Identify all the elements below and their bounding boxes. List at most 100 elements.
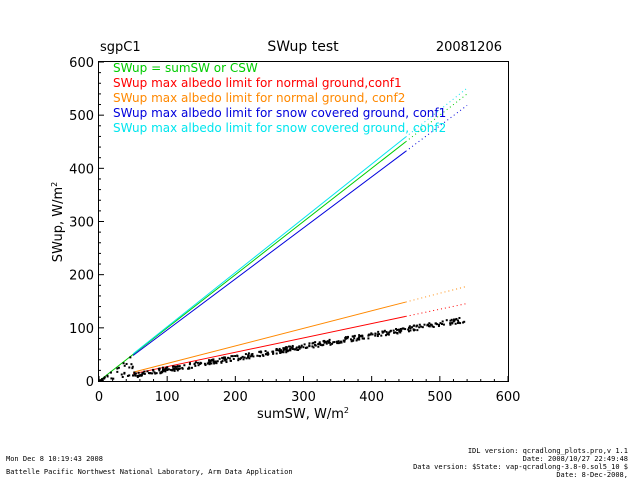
- observation-point: [239, 358, 242, 361]
- observation-point: [125, 362, 128, 365]
- observation-point: [237, 357, 240, 360]
- observation-point: [453, 318, 456, 321]
- observation-point: [120, 373, 123, 376]
- observation-point: [136, 374, 139, 377]
- observation-point: [131, 365, 134, 368]
- observation-point: [445, 319, 448, 322]
- observation-point: [381, 330, 384, 333]
- observation-point: [343, 340, 346, 343]
- observation-point: [153, 371, 156, 374]
- observation-point: [459, 322, 462, 325]
- observation-point: [197, 364, 200, 367]
- observation-point: [295, 347, 298, 350]
- observation-point: [103, 376, 106, 379]
- observation-point: [134, 372, 137, 375]
- observation-point: [298, 347, 301, 350]
- footer-institution: Battelle Pacific Northwest National Labo…: [6, 468, 293, 476]
- observation-point: [227, 356, 230, 359]
- site-label: sgpC1: [100, 40, 141, 55]
- observation-point: [416, 329, 419, 332]
- series-extension-4: [405, 104, 468, 152]
- observation-point: [342, 339, 345, 342]
- observation-point: [396, 328, 399, 331]
- observation-point: [409, 327, 412, 330]
- observation-point: [141, 372, 144, 375]
- observation-point: [183, 364, 186, 367]
- observation-point: [418, 323, 421, 326]
- observation-point: [122, 362, 125, 365]
- series-line-1: [98, 141, 407, 382]
- observation-point: [289, 349, 292, 352]
- observation-point: [412, 328, 415, 331]
- observation-point: [369, 333, 372, 336]
- series-line-3: [132, 301, 406, 373]
- observation-point: [404, 328, 407, 331]
- series-line-2: [132, 315, 406, 375]
- observation-point: [332, 341, 335, 344]
- observation-point: [428, 325, 431, 328]
- chart-title: SWup test: [267, 39, 339, 55]
- observation-point: [299, 346, 302, 349]
- y-axis-label: SWup, W/m2: [50, 182, 66, 262]
- observation-point: [355, 339, 358, 342]
- observation-point: [250, 353, 253, 356]
- observation-point: [213, 362, 216, 365]
- observation-point: [244, 353, 247, 356]
- observation-point: [399, 331, 402, 334]
- observation-point: [420, 325, 423, 328]
- observation-point: [434, 322, 437, 325]
- observation-point: [157, 367, 160, 370]
- observation-point: [371, 333, 374, 336]
- y-tick-label: 300: [69, 216, 94, 231]
- observation-point: [321, 344, 324, 347]
- observation-point: [436, 323, 439, 326]
- observation-point: [166, 368, 169, 371]
- observation-point: [175, 367, 178, 370]
- observation-point: [442, 323, 445, 326]
- observation-point: [230, 355, 233, 358]
- observation-point: [336, 342, 339, 345]
- observation-point: [306, 346, 309, 349]
- observation-point: [302, 346, 305, 349]
- observation-point: [178, 367, 181, 370]
- observation-point: [109, 371, 112, 374]
- observation-point: [387, 332, 390, 335]
- observation-point: [282, 349, 285, 352]
- axes-frame: [98, 61, 509, 382]
- observation-point: [136, 376, 139, 379]
- observation-point: [171, 369, 174, 372]
- observation-point: [411, 326, 414, 329]
- observation-point: [133, 371, 136, 374]
- observation-point: [287, 349, 290, 352]
- observation-point: [350, 340, 353, 343]
- observation-point: [121, 375, 124, 378]
- observation-point: [276, 349, 279, 352]
- observation-point: [258, 350, 261, 353]
- observation-point: [258, 354, 261, 357]
- observation-point: [166, 366, 169, 369]
- observation-point: [229, 359, 232, 362]
- observation-point: [100, 379, 103, 382]
- observation-point: [212, 360, 215, 363]
- y-tick-label: 400: [69, 162, 94, 177]
- observation-point: [155, 372, 158, 375]
- observation-point: [397, 328, 400, 331]
- observation-point: [275, 349, 278, 352]
- observation-point: [138, 374, 141, 377]
- observation-point: [279, 351, 282, 354]
- observation-point: [456, 319, 459, 322]
- observation-point: [347, 335, 350, 338]
- observation-point: [314, 341, 317, 344]
- observation-point: [370, 332, 373, 335]
- observation-point: [176, 365, 179, 368]
- observation-point: [221, 360, 224, 363]
- observation-point: [204, 364, 207, 367]
- observation-point: [335, 340, 338, 343]
- series-extension-1: [405, 93, 468, 143]
- observation-point: [353, 334, 356, 337]
- observation-point: [130, 363, 133, 366]
- observation-point: [303, 343, 306, 346]
- observation-point: [275, 347, 278, 350]
- observation-point: [209, 361, 212, 364]
- observation-point: [454, 322, 457, 325]
